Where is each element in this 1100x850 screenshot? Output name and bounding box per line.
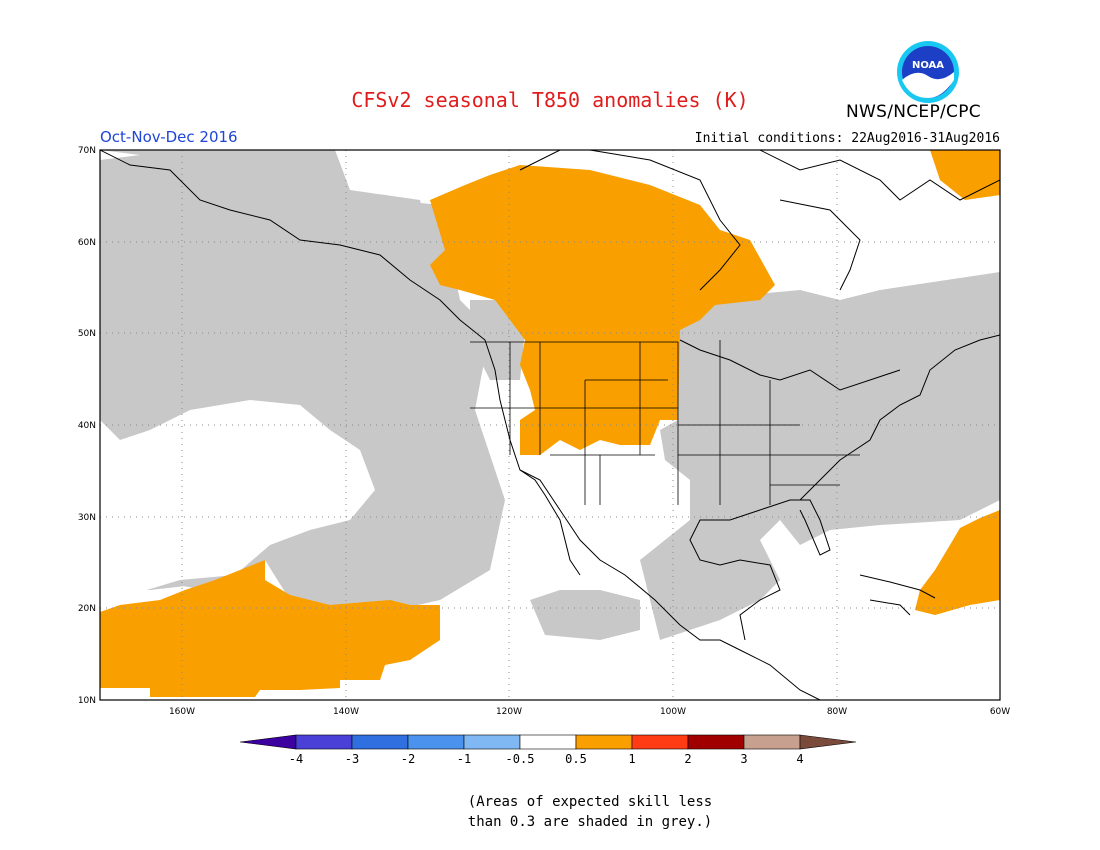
map-area xyxy=(100,150,1000,700)
noaa-logo-text: NOAA xyxy=(912,60,944,71)
lon-tick-label: 100W xyxy=(660,707,686,717)
colorbar-swatch xyxy=(687,734,745,750)
colorbar-arrow-right xyxy=(799,734,857,750)
colorbar-tick-label: -3 xyxy=(345,752,359,766)
lat-tick-label: 10N xyxy=(78,696,96,706)
lat-tick-label: 50N xyxy=(78,329,96,339)
graticule xyxy=(100,150,1000,700)
lon-tick-label: 120W xyxy=(496,707,522,717)
lat-tick-label: 70N xyxy=(78,146,96,156)
lat-tick-label: 20N xyxy=(78,604,96,614)
colorbar-swatch xyxy=(351,734,409,750)
colorbar-tick-label: -2 xyxy=(401,752,415,766)
colorbar-swatch xyxy=(575,734,633,750)
colorbar-tick-label: 3 xyxy=(740,752,747,766)
footnote-line-2: than 0.3 are shaded in grey.) xyxy=(467,814,713,830)
lon-tick-label: 160W xyxy=(169,707,195,717)
footnote-line-1: (Areas of expected skill less xyxy=(467,794,713,810)
longitude-ticks: 160W 140W 120W 100W 80W 60W xyxy=(169,707,1010,717)
map-frame xyxy=(99,149,1001,701)
skill-footnote: (Areas of expected skill less than 0.3 a… xyxy=(430,792,750,832)
colorbar-tick-label: -0.5 xyxy=(506,752,535,766)
colorbar-tick-label: 1 xyxy=(628,752,635,766)
colorbar-swatch xyxy=(407,734,465,750)
colorbar-tick-label: -1 xyxy=(457,752,471,766)
warm-anomaly-regions xyxy=(100,150,1000,697)
forecast-period: Oct-Nov-Dec 2016 xyxy=(100,128,238,146)
lon-tick-label: 140W xyxy=(333,707,359,717)
state-boundaries xyxy=(470,340,860,505)
lat-tick-label: 60N xyxy=(78,238,96,248)
chart-title: CFSv2 seasonal T850 anomalies (K) xyxy=(351,88,749,112)
lat-tick-label: 40N xyxy=(78,421,96,431)
agency-label: NWS/NCEP/CPC xyxy=(846,102,981,122)
colorbar-tick-label: 0.5 xyxy=(565,752,587,766)
colorbar-arrow-left xyxy=(239,734,297,750)
noaa-logo-icon: NOAA xyxy=(897,41,959,103)
lon-tick-label: 60W xyxy=(990,707,1010,717)
latitude-ticks: 70N 60N 50N 40N 30N 20N 10N xyxy=(78,146,96,706)
colorbar-swatch xyxy=(463,734,521,750)
initial-conditions: Initial conditions: 22Aug2016-31Aug2016 xyxy=(694,131,1000,146)
lat-tick-label: 30N xyxy=(78,513,96,523)
colorbar-swatch xyxy=(295,734,353,750)
colorbar-swatch xyxy=(743,734,801,750)
colorbar-swatch xyxy=(519,734,577,750)
colorbar-tick-label: 4 xyxy=(796,752,803,766)
colorbar-tick-label: -4 xyxy=(289,752,303,766)
coastlines xyxy=(100,150,1000,700)
colorbar-swatch xyxy=(631,734,689,750)
colorbar-tick-label: 2 xyxy=(684,752,691,766)
lon-tick-label: 80W xyxy=(827,707,847,717)
